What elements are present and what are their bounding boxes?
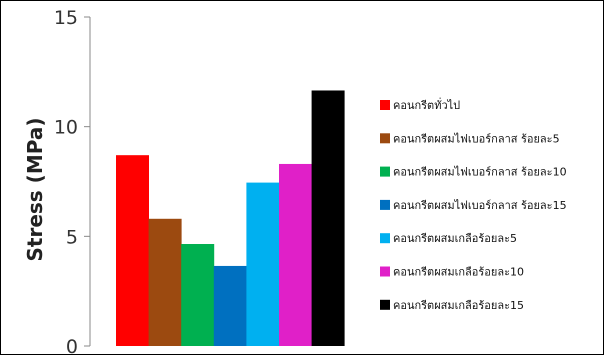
legend-swatch xyxy=(380,300,390,310)
legend-swatch xyxy=(380,167,390,177)
legend-swatch xyxy=(380,267,390,277)
y-axis: 0 5 10 15 Stress (MPa) xyxy=(23,7,90,355)
bar xyxy=(149,219,182,346)
y-tick-label: 10 xyxy=(54,117,78,139)
bar xyxy=(279,164,312,346)
legend-label: คอนกรีตผสมเกลือร้อยละ10 xyxy=(393,266,524,279)
y-tick-label: 0 xyxy=(66,336,78,355)
legend-label: คอนกรีตผสมไฟเบอร์กลาส ร้อยละ10 xyxy=(393,166,567,179)
y-tick-label: 5 xyxy=(66,226,78,248)
legend-label: คอนกรีตผสมเกลือร้อยละ15 xyxy=(393,299,524,312)
legend-swatch xyxy=(380,133,390,143)
y-tick-label: 15 xyxy=(54,7,78,29)
legend-label: คอนกรีตทั่วไป xyxy=(393,97,460,112)
y-axis-label: Stress (MPa) xyxy=(23,118,47,262)
legend-label: คอนกรีตผสมเกลือร้อยละ5 xyxy=(393,232,517,245)
legend-label: คอนกรีตผสมไฟเบอร์กลาส ร้อยละ5 xyxy=(393,132,560,145)
bar xyxy=(116,155,149,346)
legend-swatch xyxy=(380,233,390,243)
bar xyxy=(246,183,279,346)
legend-swatch xyxy=(380,200,390,210)
bar xyxy=(214,266,247,346)
bars xyxy=(116,90,345,346)
legend-swatch xyxy=(380,100,390,110)
legend-label: คอนกรีตผสมไฟเบอร์กลาส ร้อยละ15 xyxy=(393,199,567,212)
bar xyxy=(181,244,214,346)
bar xyxy=(312,90,345,346)
